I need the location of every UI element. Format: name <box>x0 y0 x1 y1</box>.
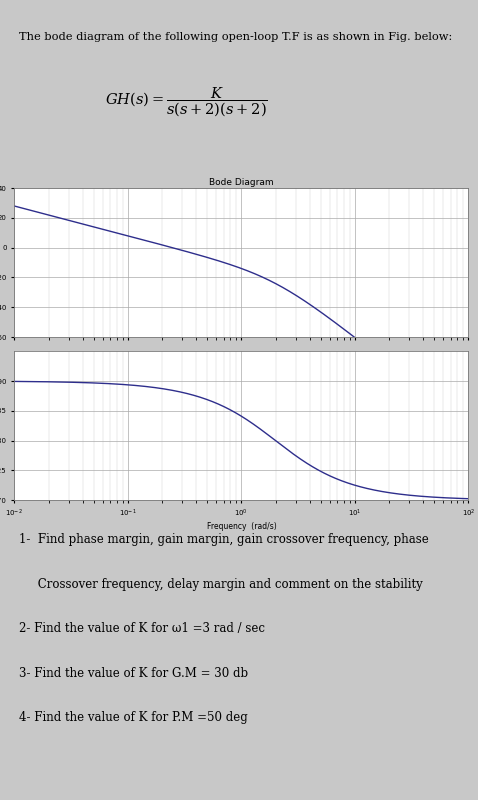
Text: The bode diagram of the following open-loop T.F is as shown in Fig. below:: The bode diagram of the following open-l… <box>19 32 452 42</box>
Text: 1-  Find phase margin, gain margin, gain crossover frequency, phase: 1- Find phase margin, gain margin, gain … <box>19 534 429 546</box>
Text: 3- Find the value of K for G.M = 30 db: 3- Find the value of K for G.M = 30 db <box>19 666 248 680</box>
Text: Crossover frequency, delay margin and comment on the stability: Crossover frequency, delay margin and co… <box>19 578 423 590</box>
Text: $GH(s) = \dfrac{K}{s(s+2)(s+2)}$: $GH(s) = \dfrac{K}{s(s+2)(s+2)}$ <box>105 86 268 119</box>
X-axis label: Frequency  (rad/s): Frequency (rad/s) <box>206 522 276 531</box>
Text: 4- Find the value of K for P.M =50 deg: 4- Find the value of K for P.M =50 deg <box>19 711 248 724</box>
Text: 2- Find the value of K for ω1 =3 rad / sec: 2- Find the value of K for ω1 =3 rad / s… <box>19 622 265 635</box>
Title: Bode Diagram: Bode Diagram <box>209 178 274 187</box>
